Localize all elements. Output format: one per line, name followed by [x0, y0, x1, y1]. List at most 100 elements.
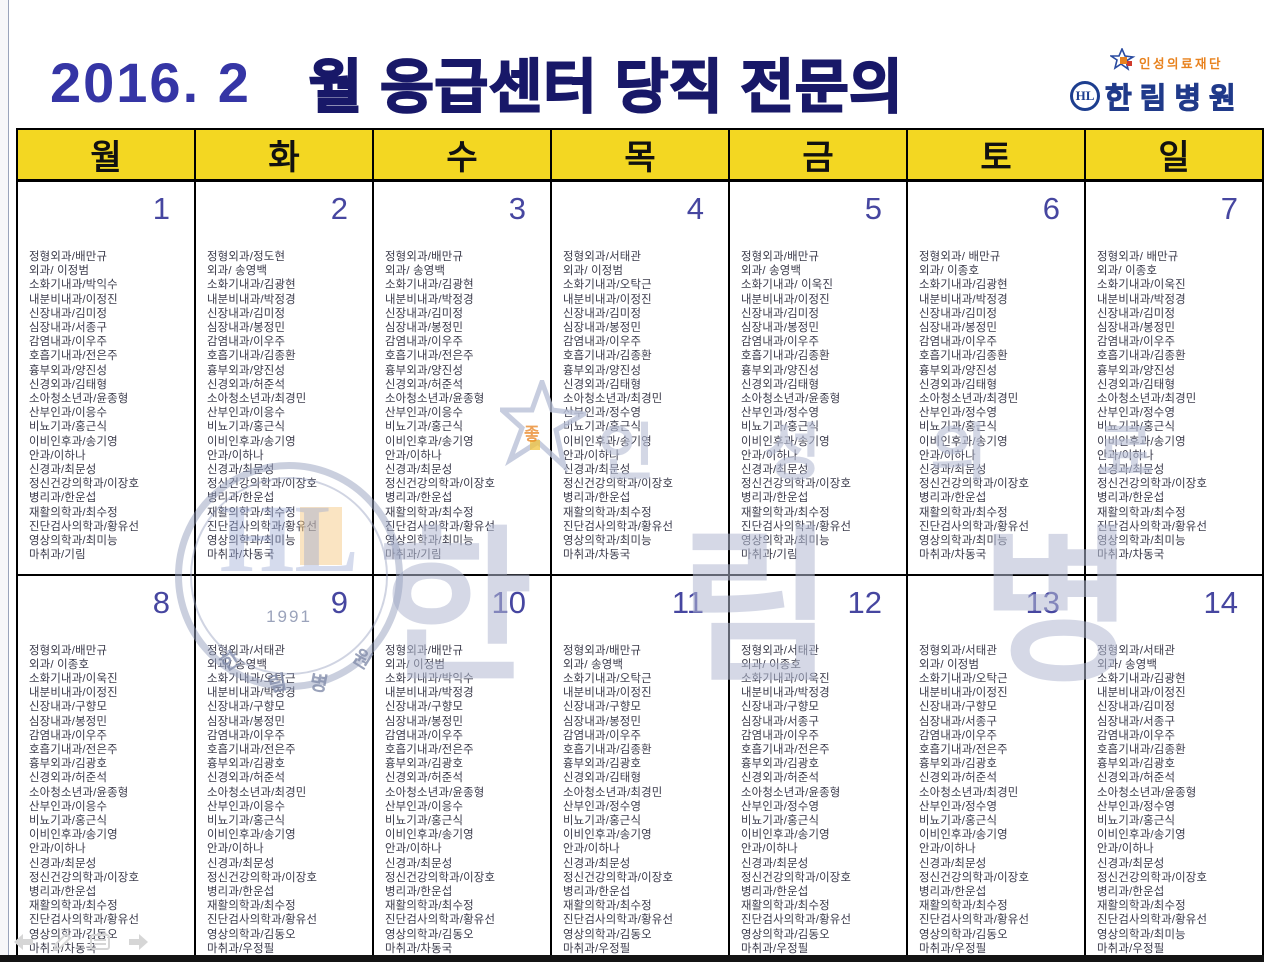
schedule-line: 신장내과/구향모 — [29, 701, 108, 714]
schedule-line: 산부인과/정수영 — [919, 407, 998, 420]
page-left-margin — [0, 0, 9, 962]
schedule-line: 이비인후과/송기영 — [29, 829, 118, 842]
schedule-line: 신경외과/김태형 — [741, 378, 820, 391]
schedule-line: 소아청소년과/최경민 — [563, 786, 663, 799]
schedule-line: 호흡기내과/전은주 — [207, 743, 296, 756]
schedule-line: 흉부외과/양진성 — [385, 364, 464, 377]
day-number: 12 — [847, 584, 882, 620]
day-number: 2 — [330, 191, 348, 226]
slideshow-menu-button[interactable] — [88, 930, 112, 954]
schedule-line: 안과/이하나 — [385, 449, 442, 462]
schedule-line: 산부인과/이응수 — [29, 407, 108, 420]
schedule-line: 병리과/한운섭 — [919, 492, 987, 505]
schedule-line: 비뇨기과/홍근식 — [563, 421, 642, 434]
schedule-line: 정신건강의학과/이장호 — [29, 871, 140, 884]
schedule-line: 신경외과/허준석 — [1097, 772, 1176, 785]
schedule-line: 흉부외과/양진성 — [207, 364, 286, 377]
day-number: 1 — [152, 191, 170, 226]
hospital-name: 한림병원 — [1105, 83, 1244, 116]
schedule-line: 흉부외과/김광호 — [919, 758, 998, 771]
day-number: 7 — [1220, 191, 1238, 226]
schedule-line: 재활의학과/최수정 — [207, 506, 296, 519]
schedule-line: 진단검사의학과/황유선 — [1097, 914, 1208, 927]
schedule-line: 정신건강의학과/이장호 — [29, 478, 140, 491]
weekday-fri: 금 — [728, 128, 908, 182]
schedule-list: 정형외과/서태관 외과/ 송영백 소화기내과/김광현 내분비내과/이정진 신장내과/김미… — [1097, 644, 1256, 956]
schedule-list: 정형외과/배만규 외과/ 송영백 소화기내과/오탁근 내분비내과/이정진 신장내과/구향… — [563, 644, 722, 956]
schedule-list: 정형외과/배만규 외과/ 송영백 소화기내과/ 이욱진 내분비내과/이정진 신장내과/김… — [741, 250, 900, 562]
schedule-line: 진단검사의학과/황유선 — [207, 914, 318, 927]
schedule-list: 정형외과/ 배만규 외과/ 이종호 소화기내과/김광현 내분비내과/박정경 신장내과/김… — [919, 250, 1078, 562]
schedule-line: 신경과/최문성 — [29, 464, 97, 477]
schedule-line: 산부인과/정수영 — [1097, 800, 1176, 813]
schedule-line: 정신건강의학과/이장호 — [1097, 478, 1208, 491]
schedule-line: 신장내과/김미정 — [29, 307, 108, 320]
dream-star-icon — [1110, 48, 1136, 71]
schedule-line: 병리과/한운섭 — [741, 885, 809, 898]
weekday-thu: 목 — [550, 128, 730, 182]
schedule-line: 마취과/차동국 — [919, 549, 987, 562]
schedule-line: 진단검사의학과/황유선 — [385, 914, 496, 927]
schedule-line: 호흡기내과/김종환 — [563, 350, 652, 363]
schedule-line: 마취과/차동국 — [207, 549, 275, 562]
schedule-line: 정형외과/서태관 — [1097, 644, 1176, 657]
day-number: 14 — [1203, 584, 1238, 620]
schedule-line: 정신건강의학과/이장호 — [207, 871, 318, 884]
schedule-line: 소화기내과/오탁근 — [919, 672, 1008, 685]
schedule-line: 안과/이하나 — [741, 449, 798, 462]
schedule-line: 호흡기내과/김종환 — [1097, 350, 1186, 363]
schedule-line: 신경외과/허준석 — [207, 772, 286, 785]
schedule-line: 신경외과/허준석 — [919, 772, 998, 785]
schedule-line: 이비인후과/송기영 — [207, 435, 296, 448]
schedule-line: 비뇨기과/홍근식 — [563, 814, 642, 827]
schedule-line: 신경과/최문성 — [741, 857, 809, 870]
schedule-line: 외과/ 송영백 — [207, 265, 268, 278]
weekday-header-row: 월 화 수 목 금 토 일 — [16, 128, 1264, 182]
schedule-line: 산부인과/이응수 — [207, 407, 286, 420]
schedule-line: 신경외과/김태형 — [29, 378, 108, 391]
slideshow-toolbar — [12, 930, 150, 954]
schedule-list: 정형외과/배만규 외과/ 송영백 소화기내과/김광현 내분비내과/박정경 신장내과/김미… — [385, 250, 544, 562]
pen-tool-button[interactable] — [50, 930, 74, 954]
schedule-line: 감염내과/이우주 — [741, 336, 820, 349]
schedule-line: 신경과/최문성 — [385, 857, 453, 870]
schedule-line: 신장내과/김미정 — [207, 307, 286, 320]
schedule-line: 마취과/기림 — [385, 549, 442, 562]
schedule-line: 영상의학과/최미능 — [29, 535, 118, 548]
schedule-line: 비뇨기과/홍근식 — [29, 814, 108, 827]
schedule-line: 신경외과/허준석 — [741, 772, 820, 785]
schedule-line: 마취과/기림 — [29, 549, 86, 562]
schedule-line: 심장내과/봉정민 — [207, 715, 286, 728]
schedule-line: 병리과/한운섭 — [1097, 885, 1165, 898]
day-cell: 12 정형외과/서태관 외과/ 이종호 소화기내과/이욱진 내분비내과/박정경 신장내과/… — [728, 573, 908, 961]
schedule-line: 진단검사의학과/황유선 — [741, 914, 852, 927]
schedule-line: 산부인과/이응수 — [207, 800, 286, 813]
schedule-line: 심장내과/봉정민 — [741, 322, 820, 335]
schedule-line: 신경과/최문성 — [207, 857, 275, 870]
next-slide-button[interactable] — [126, 930, 150, 954]
schedule-line: 감염내과/이우주 — [563, 336, 642, 349]
schedule-line: 정형외과/배만규 — [563, 644, 642, 657]
previous-slide-button[interactable] — [12, 930, 36, 954]
schedule-line: 호흡기내과/전은주 — [385, 743, 474, 756]
schedule-list: 정형외과/배만규 외과/ 이종호 소화기내과/이욱진 내분비내과/이정진 신장내과/구향… — [29, 644, 188, 956]
schedule-line: 안과/이하나 — [919, 449, 976, 462]
schedule-line: 신경과/최문성 — [1097, 464, 1165, 477]
schedule-line: 병리과/한운섭 — [563, 885, 631, 898]
schedule-line: 산부인과/이응수 — [29, 800, 108, 813]
schedule-line: 신경외과/허준석 — [385, 378, 464, 391]
schedule-line: 이비인후과/송기영 — [1097, 829, 1186, 842]
schedule-line: 안과/이하나 — [385, 843, 442, 856]
schedule-line: 영상의학과/김동오 — [741, 928, 830, 941]
schedule-line: 영상의학과/김동오 — [563, 928, 652, 941]
schedule-line: 신경외과/김태형 — [919, 378, 998, 391]
schedule-line: 이비인후과/송기영 — [1097, 435, 1186, 448]
schedule-line: 신장내과/김미정 — [919, 307, 998, 320]
schedule-line: 정형외과/ 배만규 — [919, 251, 1001, 263]
schedule-line: 산부인과/정수영 — [919, 800, 998, 813]
schedule-line: 이비인후과/송기영 — [385, 435, 474, 448]
schedule-line: 흉부외과/김광호 — [1097, 758, 1176, 771]
schedule-line: 내분비내과/박정경 — [919, 293, 1008, 306]
schedule-line: 호흡기내과/김종환 — [741, 350, 830, 363]
schedule-line: 신경외과/허준석 — [385, 772, 464, 785]
